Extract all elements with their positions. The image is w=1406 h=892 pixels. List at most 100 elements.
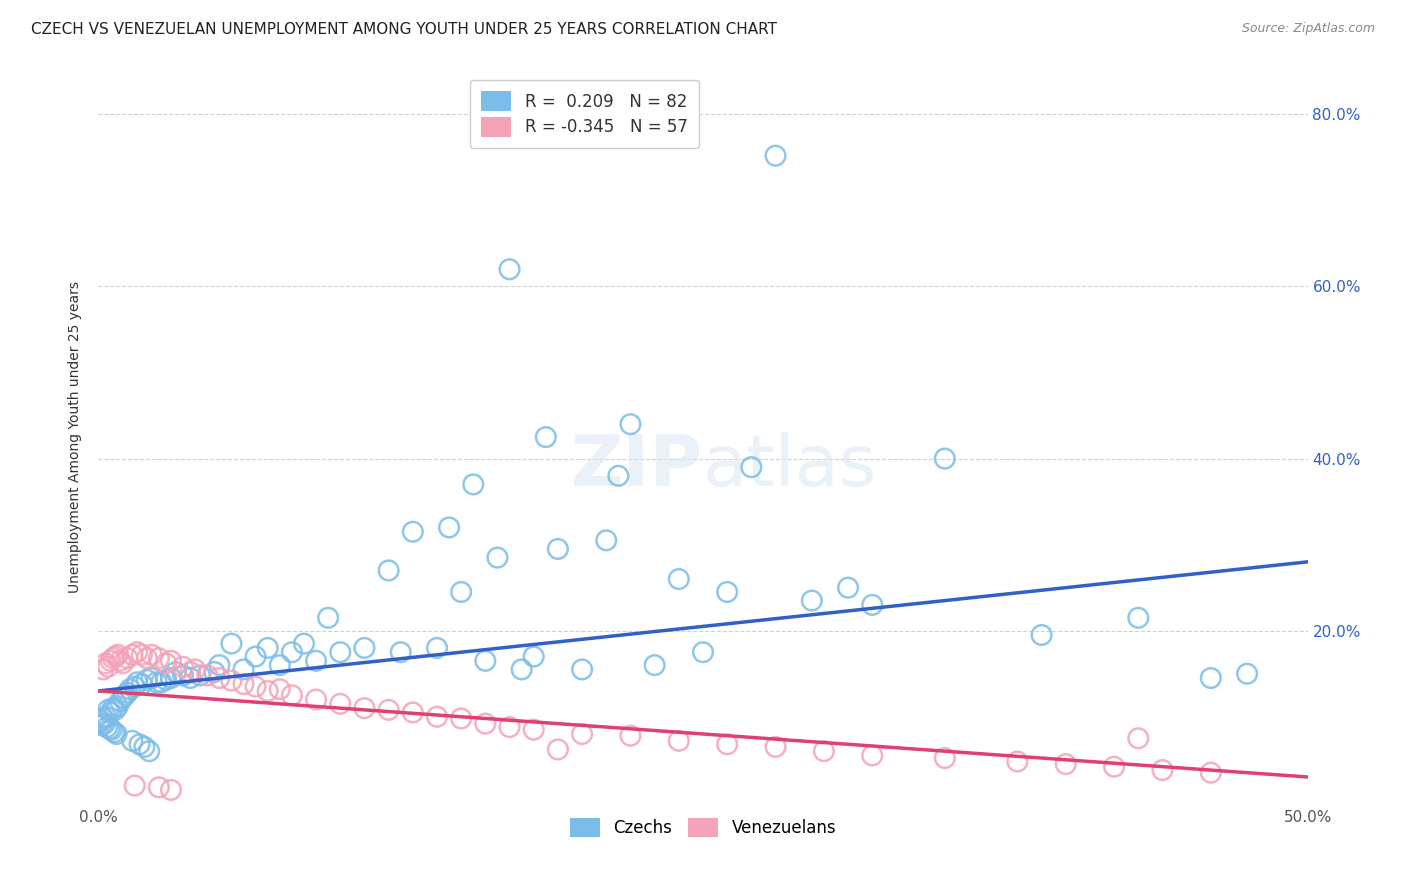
- Point: [644, 658, 666, 673]
- Point: [837, 581, 859, 595]
- Point: [107, 648, 129, 662]
- Point: [141, 671, 163, 685]
- Point: [860, 748, 883, 763]
- Point: [232, 677, 254, 691]
- Point: [1031, 628, 1053, 642]
- Point: [486, 550, 509, 565]
- Point: [269, 682, 291, 697]
- Point: [135, 651, 157, 665]
- Point: [135, 673, 157, 687]
- Point: [128, 737, 150, 751]
- Legend: Czechs, Venezuelans: Czechs, Venezuelans: [561, 810, 845, 846]
- Point: [121, 734, 143, 748]
- Point: [160, 671, 183, 685]
- Point: [353, 701, 375, 715]
- Point: [377, 564, 399, 578]
- Point: [204, 665, 226, 679]
- Point: [934, 751, 956, 765]
- Point: [100, 706, 122, 720]
- Point: [245, 649, 267, 664]
- Point: [1236, 666, 1258, 681]
- Point: [510, 662, 533, 676]
- Point: [329, 697, 352, 711]
- Point: [232, 662, 254, 676]
- Point: [1128, 611, 1150, 625]
- Point: [595, 533, 617, 548]
- Point: [281, 645, 304, 659]
- Point: [765, 739, 787, 754]
- Point: [256, 640, 278, 655]
- Point: [860, 598, 883, 612]
- Point: [426, 710, 449, 724]
- Point: [208, 671, 231, 685]
- Point: [111, 657, 134, 671]
- Point: [547, 541, 569, 556]
- Point: [245, 680, 267, 694]
- Point: [100, 654, 122, 668]
- Point: [221, 637, 243, 651]
- Point: [934, 451, 956, 466]
- Point: [97, 660, 120, 674]
- Point: [145, 675, 167, 690]
- Point: [141, 648, 163, 662]
- Point: [800, 593, 823, 607]
- Point: [150, 675, 173, 690]
- Point: [281, 688, 304, 702]
- Point: [98, 722, 121, 736]
- Point: [353, 640, 375, 655]
- Point: [101, 651, 124, 665]
- Point: [148, 780, 170, 795]
- Point: [547, 742, 569, 756]
- Point: [292, 637, 315, 651]
- Point: [160, 654, 183, 668]
- Point: [450, 711, 472, 725]
- Point: [619, 417, 641, 432]
- Point: [91, 711, 114, 725]
- Point: [124, 779, 146, 793]
- Point: [474, 654, 496, 668]
- Point: [534, 430, 557, 444]
- Point: [1054, 757, 1077, 772]
- Point: [160, 783, 183, 797]
- Point: [94, 657, 117, 671]
- Point: [619, 729, 641, 743]
- Point: [765, 149, 787, 163]
- Point: [716, 737, 738, 751]
- Point: [111, 690, 134, 705]
- Point: [402, 706, 425, 720]
- Point: [118, 682, 141, 697]
- Point: [172, 660, 194, 674]
- Point: [221, 673, 243, 688]
- Point: [692, 645, 714, 659]
- Point: [131, 648, 153, 662]
- Point: [138, 744, 160, 758]
- Point: [90, 714, 112, 728]
- Point: [316, 611, 339, 625]
- Point: [208, 658, 231, 673]
- Point: [1007, 755, 1029, 769]
- Point: [1199, 671, 1222, 685]
- Point: [134, 739, 156, 754]
- Point: [498, 720, 520, 734]
- Point: [305, 692, 328, 706]
- Point: [463, 477, 485, 491]
- Point: [104, 703, 127, 717]
- Point: [740, 460, 762, 475]
- Point: [97, 703, 120, 717]
- Text: Source: ZipAtlas.com: Source: ZipAtlas.com: [1241, 22, 1375, 36]
- Point: [474, 716, 496, 731]
- Point: [131, 677, 153, 691]
- Point: [148, 651, 170, 665]
- Point: [188, 668, 211, 682]
- Point: [716, 585, 738, 599]
- Point: [179, 671, 201, 685]
- Point: [523, 723, 546, 737]
- Text: atlas: atlas: [703, 432, 877, 500]
- Point: [179, 665, 201, 679]
- Point: [172, 668, 194, 682]
- Point: [523, 649, 546, 664]
- Point: [155, 657, 177, 671]
- Point: [105, 727, 128, 741]
- Point: [1152, 763, 1174, 777]
- Point: [668, 572, 690, 586]
